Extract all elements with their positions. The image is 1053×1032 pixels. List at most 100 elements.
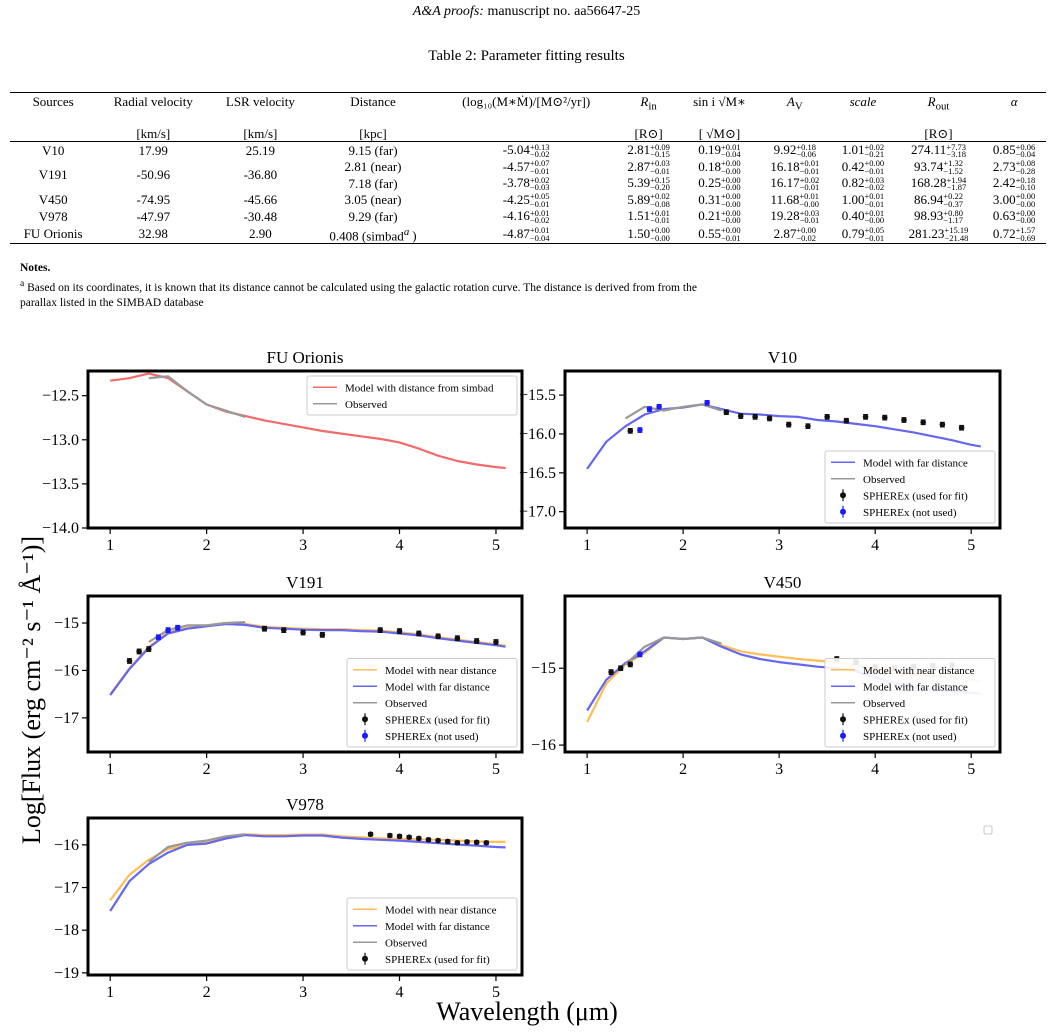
parameter-cell: 0.42 +0.00 −0.01 [831,159,895,176]
legend-label: Observed [863,698,906,710]
spherex-point [862,414,869,420]
parameter-value: 0.85 [992,142,1016,157]
header-unit: [R⊙] [634,126,663,141]
spherex-point [785,421,792,428]
parameter-errors: +0.01 −0.04 [530,226,550,242]
header-text: Radial velocity [113,94,193,109]
header-label: Radial velocity [98,94,208,126]
parameter-value: 3.00 [992,191,1016,207]
upper-error: +0.00 [796,225,816,236]
parameter-cell: 2.81 +0.09 −0.15 [617,142,681,159]
parameter-value: 0.82 [841,175,865,191]
parameter-cell: 86.94 +0.22 −0.37 [895,192,982,209]
upper-error: +0.00 [721,225,741,236]
legend: Model with near distance Model with far d… [346,897,518,971]
x-tick-label: 1 [106,984,114,1001]
parameter-errors: +0.13 −0.02 [529,141,550,159]
legend-label: Model with far distance [863,457,968,469]
parameter-value: 281.23 [908,225,945,241]
upper-error: +0.01 [864,207,885,218]
parameter-cell: 0.79 +0.05 −0.01 [831,225,895,244]
parameter-cell: -4.16 +0.01 −0.02 [436,208,617,225]
upper-error: +0.00 [721,191,741,202]
upper-error: +0.09 [650,141,670,152]
parameter-errors: +0.00 −0.01 [864,159,884,175]
header-unit: [ √M⊙] [698,126,741,141]
lower-error: −0.01 [799,215,820,226]
axes-frame [86,816,524,977]
lower-error: −0.06 [796,149,816,160]
column-header: α [982,92,1046,142]
header-text: A [786,94,795,109]
upper-error: +0.22 [943,191,963,202]
x-tick-label: 1 [583,537,591,554]
journal: A&A proofs: [412,4,484,19]
table-row: V10 17.99 25.19 9.15 (far) -5.04 +0.13 −0.02 2.… [10,142,1046,159]
parameter-value: 274.11 [911,142,947,157]
parameter-errors: +0.00 −0.00 [721,176,741,192]
parameter-errors: +0.00 −0.00 [721,191,741,208]
column-header: Sources [10,92,97,142]
lower-error: −0.00 [721,165,741,176]
spherex-point [396,833,403,840]
parameter-cell: 168.28 +1.94 −1.87 [895,175,982,192]
upper-error: +0.01 [864,191,885,202]
spherex-point [493,639,499,645]
lsr-velocity-cell: -30.48 [243,208,278,224]
manuscript: manuscript no. aa56647-25 [487,4,641,19]
lsr-velocity-cell: 2.90 [249,226,272,242]
upper-error: +0.02 [799,174,820,185]
x-tick-label: 4 [871,537,879,554]
header-label: α [984,94,1044,126]
upper-error: +0.00 [1015,207,1036,218]
lower-error: −0.01 [529,165,550,176]
column-header: Distance [kpc] [310,92,436,142]
upper-error: +0.00 [721,207,741,218]
spherex-point [752,414,758,420]
parameter-value: 168.28 [910,175,947,191]
upper-error: +0.13 [529,141,550,152]
radial-velocity-cell: -74.95 [136,192,171,208]
spherex-point [656,403,662,410]
spherex-point [145,646,152,652]
legend-label: Model with far distance [863,681,968,693]
parameter-value: 2.87 [773,225,797,241]
table-row: 7.18 (far) -3.78 +0.02 −0.03 5.39 +0.15 −0.20 0… [10,175,1046,192]
header-unit: [km/s] [136,126,171,141]
parameter-cell: 5.39 +0.15 −0.20 [617,175,681,192]
x-tick-label: 5 [492,537,500,554]
spherex-point [901,417,907,423]
y-tick-label: −17 [54,880,79,897]
spectrum-line [109,622,506,696]
column-header: (log₁₀(M∗Ṁ)/[M⊙²/yr]) [435,92,617,142]
header-label: Rout [897,94,980,126]
lsr-velocity-cell: -45.66 [243,192,278,208]
x-axis-label: Wavelength (μm) [436,997,618,1026]
axes-frame [86,369,524,530]
parameter-errors: +0.00 −0.00 [1015,207,1036,225]
lower-error: −1.17 [943,215,963,226]
spherex-point [406,834,412,840]
parameter-value: 16.18 [770,158,800,174]
lower-error: −0.28 [1015,165,1036,176]
spherex-point [881,414,888,421]
parameter-errors: +0.01 −0.02 [530,209,550,225]
lower-error: −0.00 [1015,198,1036,209]
spectrum-line [624,636,722,666]
x-tick-label: 3 [299,761,307,778]
header-subscript: out [935,100,950,113]
source-cell: V191 [38,167,68,183]
parameter-value: 0.31 [698,191,721,207]
upper-error: +0.80 [943,207,963,218]
y-tick-label: −19 [54,965,79,982]
spherex-point [843,417,850,424]
header-unit: [R⊙] [924,126,953,141]
x-tick-label: 4 [396,761,404,778]
upper-error: +0.02 [529,174,550,185]
spectrum-line [148,833,246,863]
y-tick-label: −16 [54,662,79,679]
column-header: AV [758,92,832,142]
lower-error: −0.04 [721,149,741,160]
y-tick-label: −15 [531,660,556,677]
y-tick-label: −16 [54,837,79,854]
